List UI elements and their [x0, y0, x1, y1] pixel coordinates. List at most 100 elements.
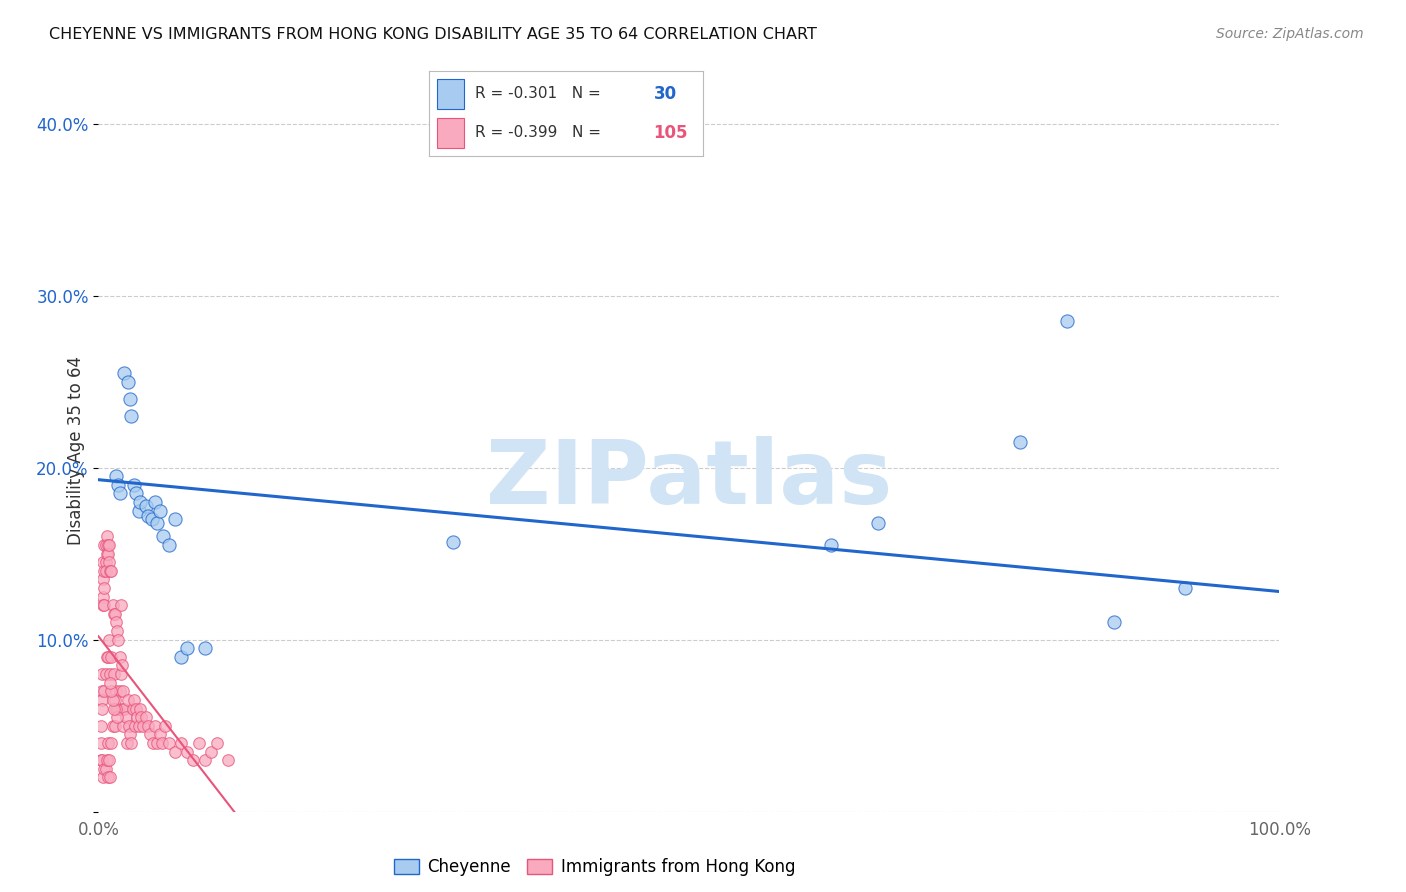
Point	[135, 499, 157, 513]
Point	[120, 727, 142, 741]
Text: Source: ZipAtlas.com: Source: ZipAtlas.com	[1216, 27, 1364, 41]
Point	[90, 719, 112, 733]
Point	[91, 573, 114, 587]
Point	[121, 701, 143, 715]
Point	[112, 701, 135, 715]
Point	[105, 701, 128, 715]
Text: 30: 30	[654, 85, 676, 103]
Point	[105, 615, 128, 630]
Point	[117, 693, 139, 707]
Point	[107, 632, 129, 647]
Point	[139, 727, 162, 741]
Point	[98, 555, 121, 569]
Point	[121, 409, 143, 423]
Point	[103, 607, 125, 621]
Legend: Cheyenne, Immigrants from Hong Kong: Cheyenne, Immigrants from Hong Kong	[387, 852, 801, 883]
Point	[194, 641, 217, 656]
Point	[441, 534, 464, 549]
Point	[115, 736, 138, 750]
Point	[866, 516, 889, 530]
Point	[194, 753, 217, 767]
Point	[149, 727, 172, 741]
Point	[91, 599, 114, 613]
Point	[150, 736, 173, 750]
Point	[97, 538, 120, 552]
Point	[135, 710, 157, 724]
Text: ZIPatlas: ZIPatlas	[486, 436, 891, 523]
Point	[181, 753, 204, 767]
Point	[146, 516, 169, 530]
Point	[122, 693, 145, 707]
Point	[93, 762, 115, 776]
Point	[128, 701, 150, 715]
Point	[93, 684, 115, 698]
Point	[104, 719, 127, 733]
Point	[98, 667, 121, 681]
Point	[170, 649, 193, 664]
Point	[108, 684, 131, 698]
Text: 105: 105	[654, 124, 688, 142]
Point	[112, 684, 135, 698]
Point	[94, 564, 117, 578]
Point	[100, 684, 122, 698]
Point	[128, 719, 150, 733]
Point	[1008, 434, 1031, 449]
Point	[170, 736, 193, 750]
Point	[217, 753, 239, 767]
Point	[101, 719, 124, 733]
Point	[187, 736, 209, 750]
Point	[149, 503, 172, 517]
Point	[146, 736, 169, 750]
Point	[96, 753, 118, 767]
Point	[104, 607, 127, 621]
Point	[91, 770, 114, 784]
Point	[98, 538, 121, 552]
Y-axis label: Disability Age 35 to 64: Disability Age 35 to 64	[66, 356, 84, 545]
Point	[114, 710, 136, 724]
Point	[103, 667, 125, 681]
Point	[1102, 615, 1125, 630]
Point	[165, 744, 187, 758]
Point	[105, 684, 128, 698]
Point	[176, 744, 198, 758]
Point	[100, 736, 122, 750]
Point	[90, 736, 112, 750]
Point	[91, 753, 114, 767]
Point	[91, 693, 114, 707]
Point	[103, 701, 125, 715]
Point	[1174, 581, 1197, 595]
Point	[112, 366, 135, 380]
Point	[118, 719, 141, 733]
Point	[98, 770, 121, 784]
Point	[152, 529, 174, 543]
Point	[129, 710, 152, 724]
Point	[820, 538, 842, 552]
Point	[93, 538, 115, 552]
Point	[1056, 314, 1078, 328]
Point	[124, 719, 146, 733]
Text: CHEYENNE VS IMMIGRANTS FROM HONG KONG DISABILITY AGE 35 TO 64 CORRELATION CHART: CHEYENNE VS IMMIGRANTS FROM HONG KONG DI…	[49, 27, 817, 42]
Point	[121, 736, 143, 750]
Point	[100, 649, 122, 664]
Point	[136, 719, 159, 733]
Point	[117, 375, 139, 389]
Point	[110, 599, 132, 613]
Point	[111, 701, 134, 715]
Point	[122, 478, 145, 492]
Point	[112, 719, 135, 733]
Point	[107, 701, 129, 715]
Point	[94, 538, 117, 552]
Point	[176, 641, 198, 656]
Point	[98, 632, 121, 647]
Point	[107, 478, 129, 492]
Point	[91, 555, 114, 569]
Point	[96, 529, 118, 543]
Point	[91, 590, 114, 604]
Point	[153, 719, 176, 733]
Bar	[437, 118, 464, 147]
Point	[93, 581, 115, 595]
Point	[125, 701, 148, 715]
Point	[97, 547, 120, 561]
Point	[132, 719, 155, 733]
Point	[136, 508, 159, 523]
